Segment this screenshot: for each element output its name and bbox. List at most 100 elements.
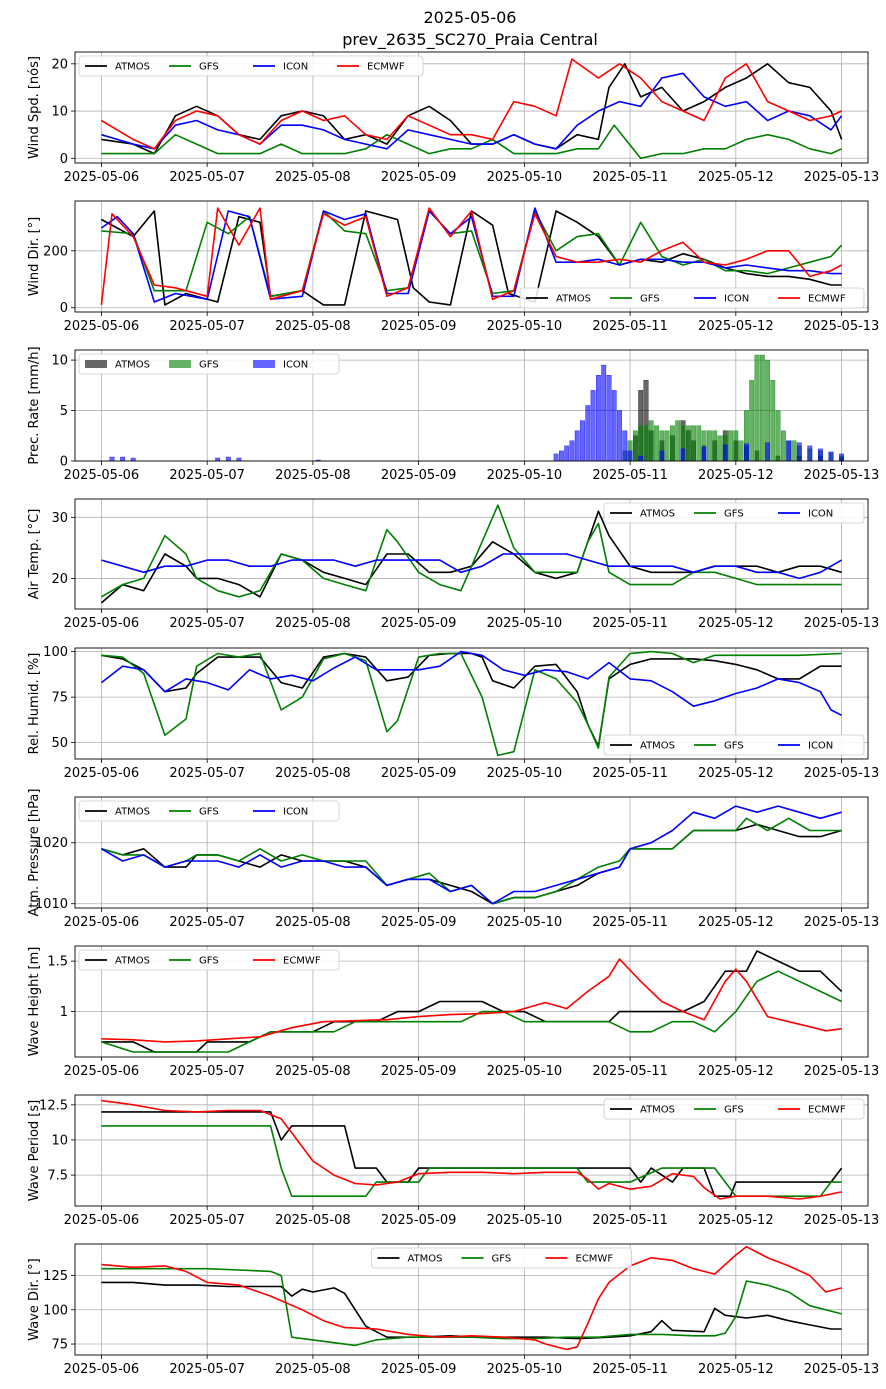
bar-gfs	[712, 430, 718, 461]
x-tick-label: 2025-05-07	[169, 616, 245, 631]
x-tick-label: 2025-05-11	[592, 616, 668, 631]
x-tick-label: 2025-05-13	[804, 1362, 880, 1377]
x-tick-label: 2025-05-06	[64, 319, 140, 334]
legend-label-gfs: GFS	[199, 807, 219, 818]
bar-gfs	[770, 380, 776, 461]
y-tick-label: 10	[51, 1133, 68, 1148]
x-tick-label: 2025-05-11	[592, 1213, 668, 1228]
bar-icon	[606, 375, 612, 461]
y-axis-label: Wind Spd. [nós]	[27, 56, 42, 159]
bar-gfs	[664, 430, 670, 461]
bar-gfs	[717, 435, 723, 461]
y-axis-label: Air Temp. [°C]	[27, 509, 42, 600]
x-tick-label: 2025-05-11	[592, 915, 668, 930]
series-line-atmos	[100, 510, 842, 604]
x-tick-label: 2025-05-10	[487, 915, 563, 930]
bar-gfs	[775, 410, 781, 461]
bar-icon	[617, 410, 622, 461]
axes-frame	[74, 1094, 869, 1207]
plot-area	[100, 58, 843, 160]
y-tick-label: 5	[60, 404, 68, 419]
x-tick-label: 2025-05-10	[487, 170, 563, 185]
legend-label-icon: ICON	[808, 509, 833, 520]
x-tick-label: 2025-05-13	[804, 915, 880, 930]
x-tick-label: 2025-05-13	[804, 766, 880, 781]
legend-box	[78, 55, 424, 77]
x-tick-label: 2025-05-07	[169, 170, 245, 185]
y-tick-label: 0	[60, 455, 68, 470]
y-tick-label: 75	[51, 691, 68, 706]
y-tick-label: 1	[60, 1005, 68, 1020]
legend-label-ecmwf: ECMWF	[283, 956, 321, 967]
bar-icon	[638, 455, 644, 461]
legend-box	[603, 502, 865, 524]
plot-area	[100, 650, 842, 757]
x-tick-label: 2025-05-11	[592, 1362, 668, 1377]
bar-gfs	[670, 425, 675, 461]
legend-label-gfs: GFS	[724, 741, 744, 752]
y-tick-label: 20	[51, 572, 68, 587]
bar-icon	[130, 457, 136, 461]
axes-frame	[74, 796, 869, 909]
legend-swatch-atmos	[85, 360, 107, 368]
bar-icon	[627, 450, 633, 461]
bar-icon	[765, 442, 771, 461]
legend-box	[603, 1098, 865, 1120]
bar-icon	[796, 442, 802, 461]
legend-label-atmos: ATMOS	[115, 360, 150, 371]
legend-label-gfs: GFS	[724, 1105, 744, 1116]
x-tick-label: 2025-05-12	[698, 616, 774, 631]
y-tick-label: 100	[43, 645, 68, 660]
x-tick-label: 2025-05-08	[275, 766, 351, 781]
series-line-atmos	[101, 210, 842, 306]
y-tick-label: 1020	[35, 836, 68, 851]
bar-icon	[839, 453, 845, 461]
x-tick-label: 2025-05-13	[804, 616, 880, 631]
x-tick-label: 2025-05-10	[487, 319, 563, 334]
x-tick-label: 2025-05-09	[381, 1362, 457, 1377]
x-tick-label: 2025-05-10	[487, 1213, 563, 1228]
series-line-atmos	[101, 652, 842, 748]
chart-panel-2: 2025-05-06 2025-05-07 2025-05-08 2025-05-09…	[27, 200, 879, 334]
legend-label-gfs: GFS	[199, 956, 219, 967]
bar-gfs	[675, 420, 681, 461]
legend-box	[371, 1247, 632, 1269]
series-line-icon	[101, 553, 842, 580]
y-axis-label: Wave Height [m]	[27, 947, 42, 1057]
legend-label-gfs: GFS	[640, 294, 660, 305]
bar-gfs	[749, 380, 755, 461]
legend: ATMOS GFS ECMWF	[371, 1247, 632, 1269]
bar-icon	[807, 445, 813, 461]
legend-label-atmos: ATMOS	[408, 1254, 443, 1265]
bar-gfs	[733, 430, 739, 461]
chart-panel-3: 2025-05-06 2025-05-07 2025-05-08 2025-05-09…	[27, 346, 879, 483]
figure-title-line2: prev_2635_SC270_Praia Central	[342, 30, 598, 50]
x-tick-label: 2025-05-11	[592, 170, 668, 185]
series-line-atmos	[101, 823, 842, 905]
bar-gfs	[728, 430, 733, 461]
plot-area	[100, 504, 842, 604]
series-line-icon	[101, 805, 842, 905]
bar-gfs	[781, 430, 786, 461]
x-tick-label: 2025-05-11	[592, 766, 668, 781]
legend: ATMOS GFS ICON	[78, 800, 340, 822]
legend-swatch-gfs	[169, 360, 191, 368]
legend-label-ecmwf: ECMWF	[576, 1254, 614, 1265]
y-tick-label: 50	[51, 736, 68, 751]
chart-panel-1: 2025-05-06 2025-05-07 2025-05-08 2025-05-09…	[27, 51, 879, 185]
y-axis-label: Rel. Humid. [%]	[27, 653, 42, 755]
bar-icon	[120, 456, 126, 461]
bar-icon	[828, 451, 834, 461]
bar-gfs	[759, 354, 765, 461]
bar-icon	[701, 446, 707, 461]
x-tick-label: 2025-05-08	[275, 915, 351, 930]
series-line-gfs	[101, 1267, 842, 1347]
x-tick-label: 2025-05-07	[169, 915, 245, 930]
x-tick-label: 2025-05-11	[592, 468, 668, 483]
legend-label-atmos: ATMOS	[640, 509, 675, 520]
bar-gfs	[685, 425, 691, 461]
series-line-ecmwf	[100, 207, 842, 305]
legend-label-atmos: ATMOS	[115, 62, 150, 73]
chart-panel-4: 2025-05-06 2025-05-07 2025-05-08 2025-05-09…	[27, 498, 880, 631]
series-line-ecmwf	[101, 1099, 842, 1200]
